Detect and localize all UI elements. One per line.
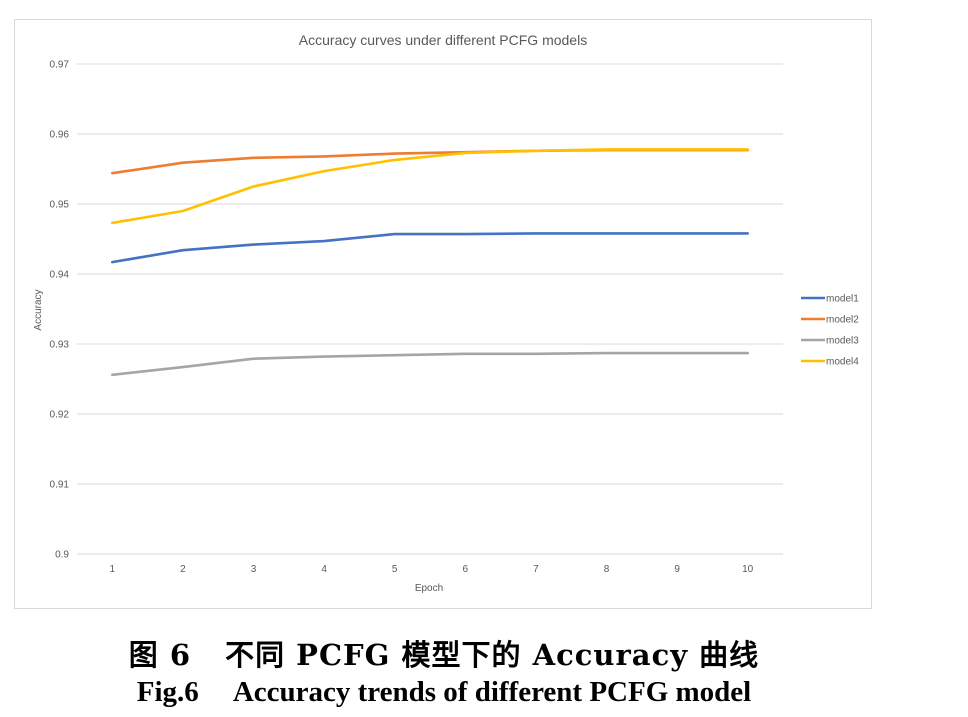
series-line-model3: [111, 351, 750, 377]
x-axis-label: Epoch: [415, 583, 443, 594]
figure-caption-cn-text: 不同 PCFG 模型下的 Accuracy 曲线: [225, 638, 760, 672]
y-tick-label: 0.94: [50, 270, 70, 281]
series-line-model2: [111, 148, 750, 175]
y-tick-label: 0.93: [50, 340, 70, 351]
figure-caption-chinese: 图 6 不同 PCFG 模型下的 Accuracy 曲线: [0, 632, 888, 674]
figure-caption-en-text: Accuracy trends of different PCFG model: [232, 676, 752, 708]
y-tick-label: 0.96: [50, 130, 70, 141]
x-tick-label: 2: [180, 564, 186, 575]
x-tick-label: 5: [392, 564, 398, 575]
x-tick-label: 1: [110, 564, 116, 575]
y-tick-labels: 0.9 0.91 0.92 0.93 0.94 0.95 0.96 0.97: [50, 60, 70, 561]
figure-label-en: Fig.6: [136, 676, 199, 708]
y-tick-label: 0.97: [50, 60, 70, 71]
legend-label-model3: model3: [826, 336, 859, 347]
y-tick-label: 0.92: [50, 410, 70, 421]
figure-caption-english: Fig.6 Accuracy trends of different PCFG m…: [0, 676, 888, 709]
x-tick-label: 7: [533, 564, 539, 575]
figure-label-cn: 图 6: [128, 638, 192, 672]
chart-title: Accuracy curves under different PCFG mod…: [299, 32, 587, 48]
y-tick-label: 0.91: [50, 480, 70, 491]
y-tick-label: 0.9: [55, 550, 69, 561]
series-lines: [111, 148, 750, 377]
y-tick-label: 0.95: [50, 200, 70, 211]
legend-label-model1: model1: [826, 294, 859, 305]
x-tick-label: 9: [674, 564, 680, 575]
x-tick-labels: 1 2 3 4 5 6 7 8 9 10: [110, 564, 754, 575]
x-tick-label: 6: [463, 564, 469, 575]
legend: model1 model2 model3 model4: [801, 294, 859, 368]
x-tick-label: 10: [742, 564, 754, 575]
x-tick-label: 8: [604, 564, 610, 575]
chart-frame: Accuracy curves under different PCFG mod…: [14, 19, 872, 609]
x-tick-label: 3: [251, 564, 257, 575]
y-axis-label: Accuracy: [33, 289, 44, 330]
series-line-model1: [111, 232, 750, 264]
accuracy-line-chart: Accuracy curves under different PCFG mod…: [33, 32, 859, 594]
x-tick-label: 4: [321, 564, 327, 575]
legend-label-model4: model4: [826, 357, 859, 368]
series-line-model4: [111, 148, 750, 225]
grid-lines: [77, 63, 783, 555]
legend-label-model2: model2: [826, 315, 859, 326]
